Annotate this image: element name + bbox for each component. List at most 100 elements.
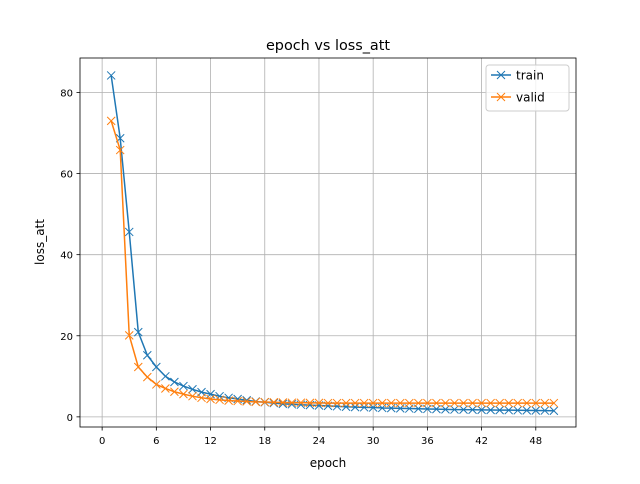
data-point-train xyxy=(179,381,188,391)
data-point-train xyxy=(170,377,179,387)
data-point-valid xyxy=(170,387,179,397)
data-point-train xyxy=(531,406,541,415)
data-point-train xyxy=(278,399,288,409)
data-point-valid xyxy=(251,397,261,407)
data-point-valid xyxy=(522,398,532,408)
data-point-valid xyxy=(106,116,116,126)
legend: train valid xyxy=(485,64,570,112)
data-point-valid xyxy=(215,395,224,405)
data-point-valid xyxy=(233,396,243,406)
data-point-train xyxy=(106,71,116,80)
data-point-train xyxy=(432,404,441,414)
data-point-train xyxy=(359,402,369,412)
data-point-valid xyxy=(395,398,405,408)
data-point-valid xyxy=(242,397,252,406)
data-point-valid xyxy=(504,398,514,408)
x-tick-label: 0 xyxy=(99,436,105,447)
x-tick-label: 6 xyxy=(153,436,159,447)
data-point-valid xyxy=(142,372,152,382)
data-point-valid xyxy=(151,380,161,389)
series-line-train xyxy=(110,75,554,412)
data-point-train xyxy=(188,384,197,394)
data-point-valid xyxy=(413,398,423,408)
legend-label: train xyxy=(516,69,544,83)
data-point-valid xyxy=(341,398,351,408)
data-point-valid xyxy=(404,398,414,408)
data-point-valid xyxy=(486,398,495,408)
y-tick-label: 20 xyxy=(60,332,73,343)
grid xyxy=(80,58,576,427)
data-point-valid xyxy=(513,398,523,408)
data-point-valid xyxy=(468,398,477,408)
data-point-train xyxy=(142,350,152,360)
data-point-valid xyxy=(350,398,360,408)
data-point-train xyxy=(151,362,161,372)
data-point-valid xyxy=(495,398,505,408)
chart-title: epoch vs loss_att xyxy=(266,38,390,54)
data-point-train xyxy=(450,405,459,414)
data-point-valid xyxy=(332,398,342,408)
ticks: 0 6 12 18 24 30 36 42 48 0 20 40 60 80 xyxy=(60,88,542,447)
data-point-train xyxy=(350,402,360,412)
data-point-valid xyxy=(287,398,297,408)
data-point-valid xyxy=(441,398,450,408)
data-point-train xyxy=(341,402,351,412)
data-point-valid xyxy=(197,393,206,403)
x-tick-label: 48 xyxy=(529,436,542,447)
data-point-valid xyxy=(206,394,215,404)
legend-item-train: train xyxy=(491,69,544,83)
data-point-train xyxy=(540,406,550,415)
data-point-train xyxy=(513,405,523,415)
data-point-valid xyxy=(423,398,432,408)
data-point-train xyxy=(495,405,505,415)
data-point-valid xyxy=(323,398,333,408)
legend-box xyxy=(485,64,570,112)
legend-label: valid xyxy=(516,91,545,105)
data-point-valid xyxy=(368,398,378,408)
data-point-valid xyxy=(179,389,188,399)
x-tick-label: 36 xyxy=(421,436,434,447)
data-point-valid xyxy=(260,397,270,407)
data-point-train xyxy=(368,403,378,412)
series-valid xyxy=(106,116,559,408)
data-point-valid xyxy=(314,398,324,408)
data-point-valid xyxy=(269,397,279,407)
data-point-valid xyxy=(278,398,288,407)
data-point-valid xyxy=(224,396,233,405)
data-point-valid xyxy=(133,362,143,372)
legend-marker-icon xyxy=(496,70,506,80)
x-tick-label: 24 xyxy=(313,436,326,447)
data-point-train xyxy=(504,405,514,415)
data-point-valid xyxy=(386,398,396,408)
data-point-valid xyxy=(305,398,315,408)
data-point-train xyxy=(477,405,486,415)
data-point-valid xyxy=(450,398,459,408)
series-group xyxy=(106,71,559,416)
legend-marker-icon xyxy=(496,92,506,102)
y-axis-label: loss_att xyxy=(33,219,47,265)
series-line-valid xyxy=(110,120,554,404)
x-tick-label: 18 xyxy=(258,436,271,447)
data-point-train xyxy=(486,405,495,415)
legend-item-valid: valid xyxy=(491,91,545,105)
data-point-train xyxy=(459,405,468,414)
data-point-valid xyxy=(432,398,441,408)
y-tick-label: 0 xyxy=(67,413,73,424)
data-point-train xyxy=(161,371,170,381)
x-tick-label: 12 xyxy=(204,436,217,447)
data-point-valid xyxy=(359,398,369,408)
data-point-valid xyxy=(188,391,197,401)
x-tick-label: 42 xyxy=(475,436,488,447)
data-point-valid xyxy=(124,331,134,340)
data-point-train xyxy=(549,406,559,416)
axes-frame xyxy=(79,57,577,428)
data-point-valid xyxy=(377,398,387,408)
data-point-train xyxy=(133,327,143,337)
data-point-train xyxy=(441,405,450,414)
y-tick-label: 80 xyxy=(60,88,73,99)
data-point-train xyxy=(468,405,477,415)
data-point-valid xyxy=(161,384,170,393)
data-point-valid xyxy=(531,398,541,408)
data-point-train xyxy=(124,227,134,237)
